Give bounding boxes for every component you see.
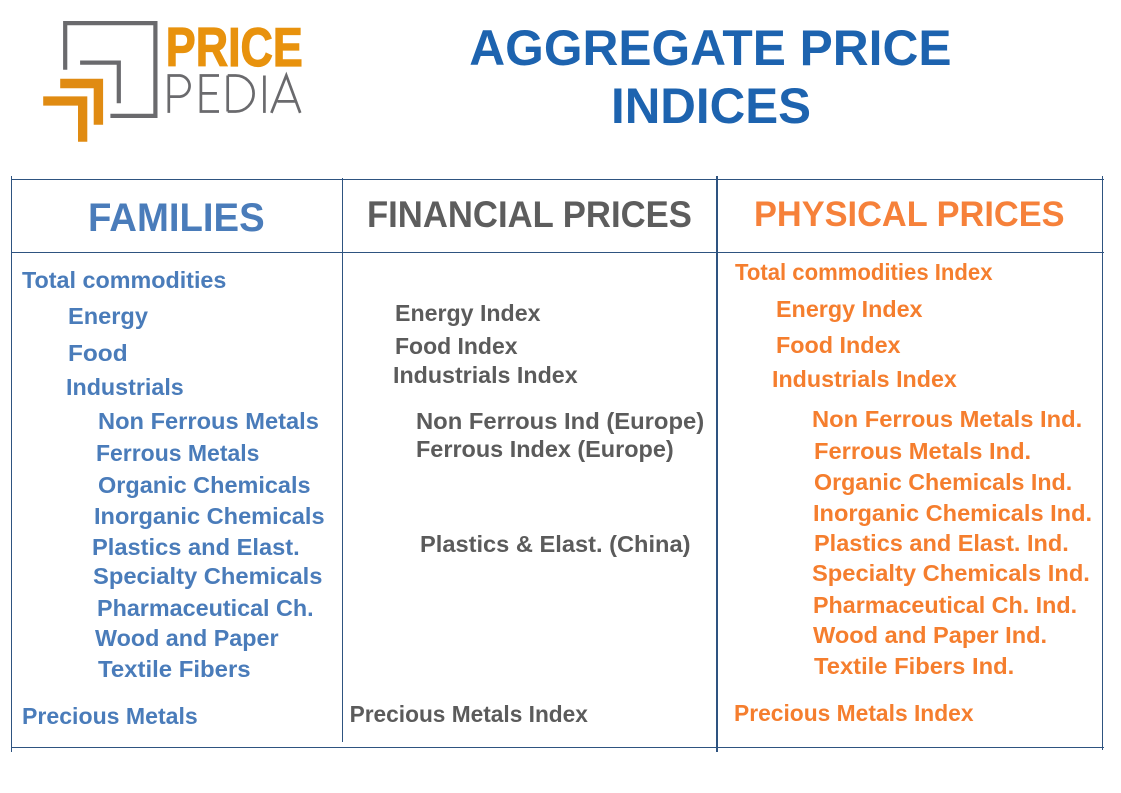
svg-text:PRICE: PRICE [166, 17, 303, 78]
